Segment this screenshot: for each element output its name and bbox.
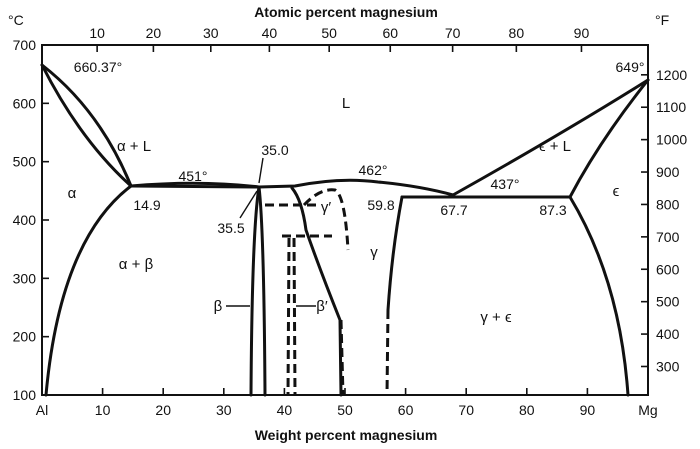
solidus-left [40,63,133,188]
gamma-right-lower [385,309,390,396]
top-tick-label: 40 [262,25,278,41]
fahrenheit-unit: °F [655,12,669,28]
top-tick-label: 80 [509,25,525,41]
gamma-left [290,186,343,397]
note-35-5: 35.5 [217,220,244,236]
top-tick-label: 50 [321,25,337,41]
top-tick-label: 60 [382,25,398,41]
left-tick-label: 200 [13,329,37,345]
left-tick-label: 100 [13,387,37,403]
note-59-8: 59.8 [367,197,394,213]
bottom-tick-label: Mg [638,402,657,418]
note-14-9: 14.9 [133,197,160,213]
bottom-tick-label: 30 [216,402,232,418]
right-tick-label: 400 [656,326,680,342]
right-tick-label: 500 [656,294,680,310]
bottom-tick-label: 80 [519,402,535,418]
region-alpha-beta: α + β [119,256,154,273]
right-tick-label: 1200 [656,67,687,83]
top-tick-label: 20 [146,25,162,41]
left-tick-label: 600 [13,95,37,111]
region-gamma-epsilon: γ + ϵ [480,309,512,326]
beta-right [257,185,267,397]
region-epsilon: ϵ [613,183,620,200]
bottom-tick-label: 20 [155,402,171,418]
region-epsilon-liquid: ϵ + L [539,138,571,155]
arrows [226,157,316,307]
note-eutectic-left-temp: 451° [179,168,208,184]
phase-boundaries [40,63,650,397]
top-tick-label: 90 [574,25,590,41]
region-alpha: α [68,185,77,202]
left-tick-label: 300 [13,270,37,286]
top-tick-label: 30 [203,25,219,41]
right-tick-label: 700 [656,229,680,245]
region-beta: β [214,298,223,315]
note-mg-melting: 649° [616,59,645,75]
right-tick-label: 900 [656,164,680,180]
right-tick-label: 800 [656,196,680,212]
bottom-tick-label: 40 [277,402,293,418]
solidus-right [568,78,650,199]
arrow-35-0 [258,157,264,184]
bottom-tick-label: 90 [580,402,596,418]
bottom-tick-label: Al [36,402,48,418]
region-liquid: L [342,95,350,112]
left-tick-label: 700 [13,37,37,53]
top-tick-label: 10 [89,25,105,41]
region-beta-prime: β′ [316,298,328,315]
region-alpha-liquid: α + L [117,138,151,155]
top-axis-title: Atomic percent magnesium [254,4,438,20]
bottom-tick-label: 50 [337,402,353,418]
dashed-boundaries [265,188,390,396]
celsius-unit: °C [8,12,24,28]
gamma-prime-dome [302,188,350,251]
note-35-0: 35.0 [261,142,288,158]
region-gamma: γ [370,244,378,261]
note-max-temp: 462° [359,162,388,178]
solvus-epsilon [568,195,630,397]
gamma-lower [339,319,345,396]
note-67-7: 67.7 [440,202,467,218]
beta-left [249,185,261,397]
left-tick-label: 400 [13,212,37,228]
liquidus-right [257,78,650,197]
bottom-axis-title: Weight percent magnesium [255,427,438,443]
right-tick-label: 1000 [656,132,687,148]
bottom-tick-label: 60 [398,402,414,418]
bottom-tick-label: 70 [458,402,474,418]
beta-prime-right [292,237,297,396]
beta-prime-left [286,237,291,396]
right-tick-label: 600 [656,261,680,277]
left-tick-label: 500 [13,154,37,170]
note-87-3: 87.3 [539,202,566,218]
tick-marks [42,44,648,396]
note-eutectic-right-temp: 437° [491,176,520,192]
right-tick-label: 300 [656,358,680,374]
solvus-alpha [44,184,133,397]
arrow-35-5 [239,190,258,219]
right-tick-label: 1100 [656,99,686,115]
top-tick-label: 70 [445,25,461,41]
region-gamma-prime: γ′ [321,199,332,216]
eutectic-line-left [129,184,261,189]
tick-labels: Al 10 20 30 40 50 60 70 80 90 Mg 10 20 30 40 50 60 70 80 90… [13,25,688,418]
bottom-tick-label: 10 [95,402,111,418]
liquidus-left [40,63,261,189]
gamma-right [386,195,404,312]
note-al-melting: 660.37° [74,59,122,75]
